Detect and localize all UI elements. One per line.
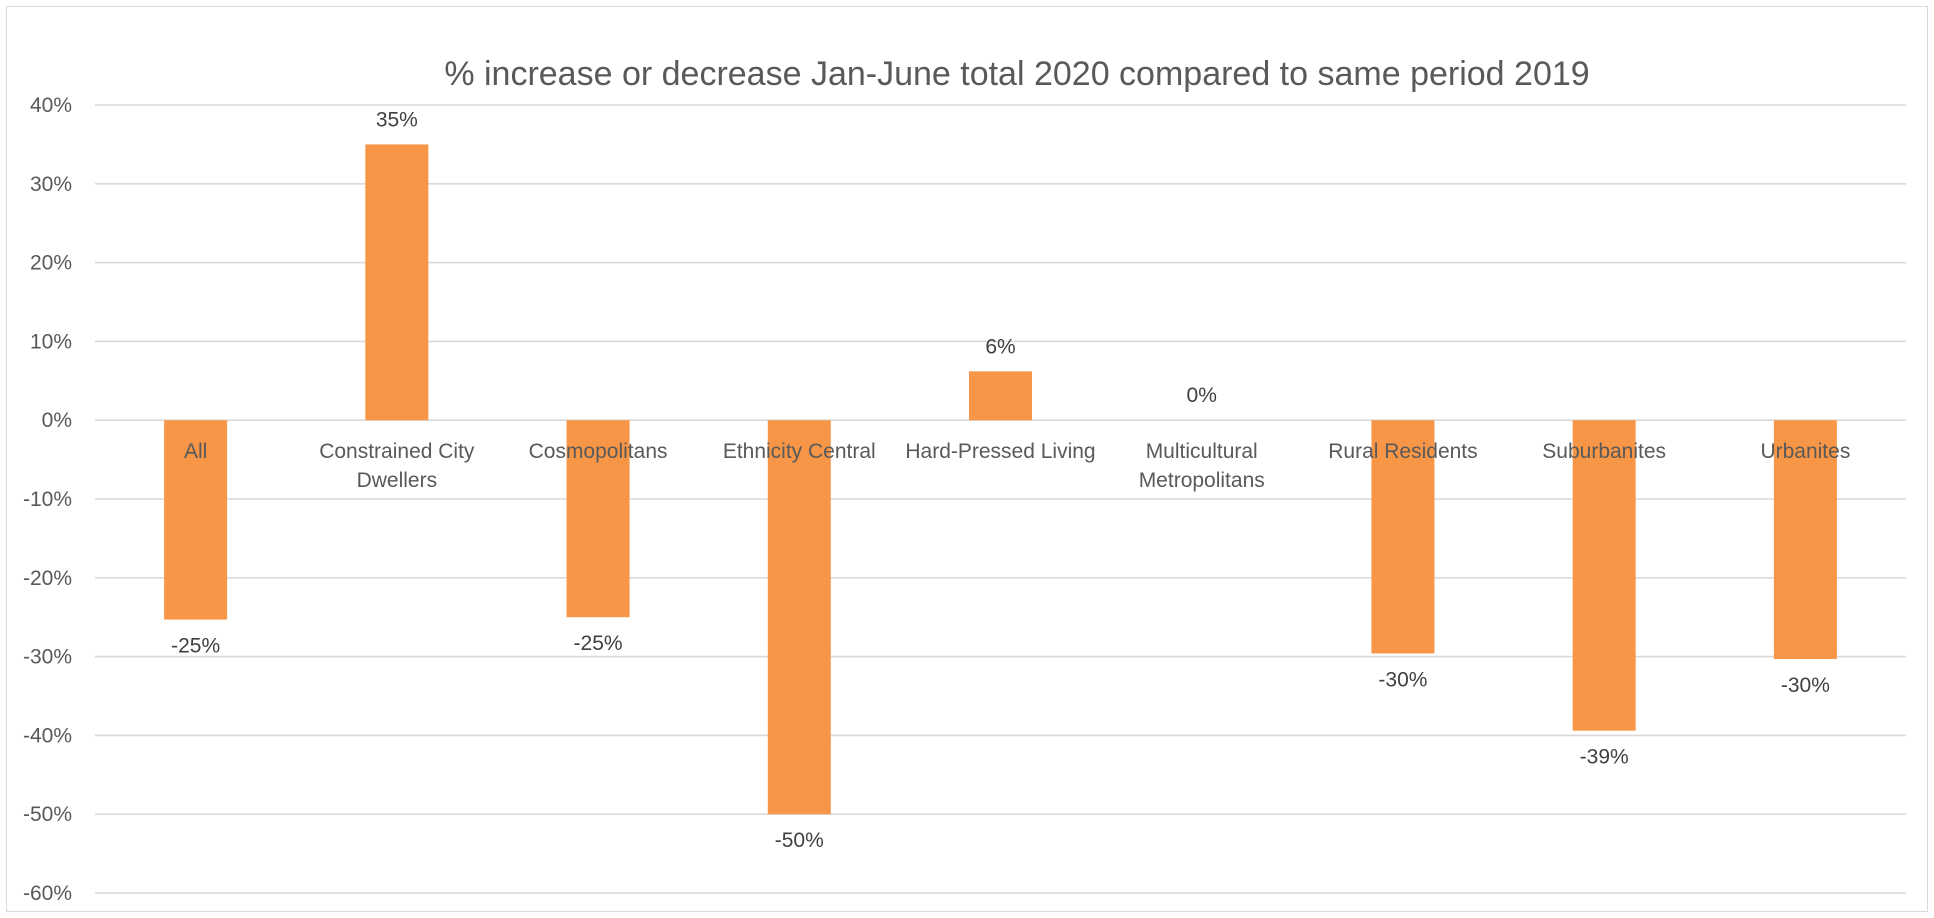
y-tick-label: -30% — [23, 646, 72, 669]
data-label: -25% — [171, 635, 220, 658]
data-label: -39% — [1580, 746, 1629, 769]
category-label-line: Ethnicity Central — [723, 440, 876, 463]
category-label-line: Urbanites — [1760, 440, 1850, 463]
data-label: 35% — [376, 108, 418, 131]
bar — [164, 420, 228, 620]
x-axis-category-labels: All Constrained City Dwellers Cosmopolitans… — [184, 440, 1850, 492]
category-label: Suburbanites — [1542, 440, 1666, 463]
y-tick-label: -40% — [23, 724, 72, 747]
y-tick-label: 40% — [30, 94, 72, 117]
y-tick-label: -60% — [23, 882, 72, 905]
category-label-line: Multicultural — [1146, 440, 1258, 463]
data-label: 6% — [985, 335, 1015, 358]
bar — [1773, 420, 1837, 659]
data-label: -50% — [775, 829, 824, 852]
y-tick-label: -50% — [23, 803, 72, 826]
y-tick-label: 10% — [30, 330, 72, 353]
category-label: Cosmopolitans — [529, 440, 668, 463]
data-label: -30% — [1781, 674, 1830, 697]
bar — [767, 420, 831, 815]
y-tick-label: -10% — [23, 488, 72, 511]
category-label-line: Rural Residents — [1328, 440, 1477, 463]
bar — [566, 420, 630, 618]
category-label-line: Suburbanites — [1542, 440, 1666, 463]
y-tick-label: 20% — [30, 252, 72, 275]
category-label-line: Cosmopolitans — [529, 440, 668, 463]
data-labels: -25% 35% -25% -50% 6% 0% -30% -39% -30% — [171, 108, 1830, 852]
data-label: -30% — [1378, 668, 1427, 691]
category-label-line: All — [184, 440, 207, 463]
category-label-line: Hard-Pressed Living — [905, 440, 1095, 463]
category-label: Rural Residents — [1328, 440, 1477, 463]
category-label: Ethnicity Central — [723, 440, 876, 463]
category-label: Hard-Pressed Living — [905, 440, 1095, 463]
category-label-line: Constrained City — [319, 440, 475, 463]
y-tick-label: 0% — [42, 409, 72, 432]
category-label-line: Dwellers — [357, 469, 438, 492]
category-label: Constrained City Dwellers — [319, 440, 475, 492]
bar — [969, 371, 1032, 421]
y-tick-label: 30% — [30, 173, 72, 196]
category-label: Multicultural Metropolitans — [1139, 440, 1265, 492]
bar — [1572, 420, 1636, 731]
data-label: 0% — [1187, 384, 1217, 407]
bar — [1371, 420, 1435, 654]
category-label-line: Metropolitans — [1139, 469, 1265, 492]
chart-title: % increase or decrease Jan-June total 20… — [444, 55, 1589, 93]
y-tick-label: -20% — [23, 567, 72, 590]
y-axis-tick-labels: 40% 30% 20% 10% 0% -10% -20% -30% -40% -50% -60% — [23, 94, 72, 905]
category-label: All — [184, 440, 207, 463]
bar — [365, 144, 429, 421]
category-label: Urbanites — [1760, 440, 1850, 463]
data-label: -25% — [574, 632, 623, 655]
bars — [164, 144, 1837, 815]
